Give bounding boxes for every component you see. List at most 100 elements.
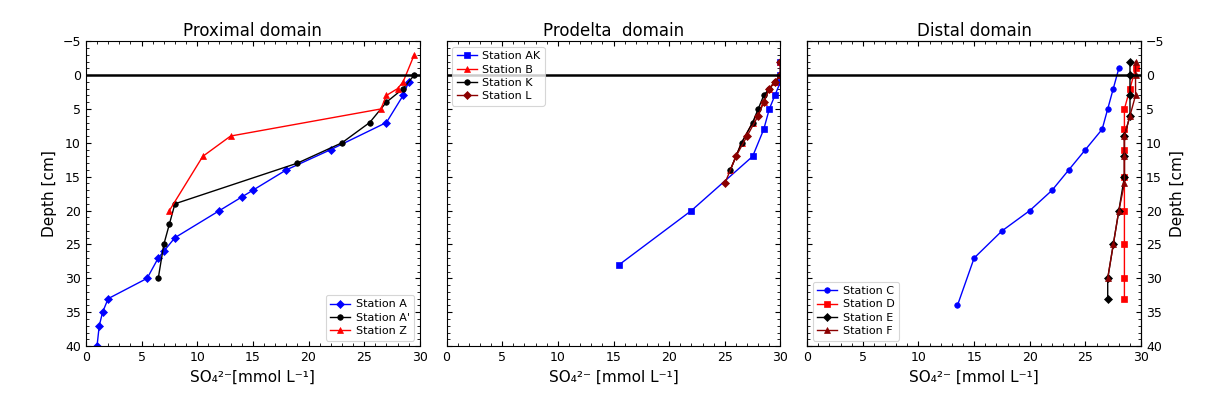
Station E: [1117, 154, 1131, 159]
Station Z: [379, 93, 394, 98]
Station B: [734, 140, 748, 145]
Station A: [96, 310, 110, 315]
Station F: [1112, 208, 1126, 213]
Station L: [729, 154, 744, 159]
Station AK: [773, 73, 788, 77]
Station B: [756, 100, 771, 105]
Station F: [1101, 276, 1115, 281]
Station D: [1117, 147, 1131, 152]
Station F: [1128, 73, 1142, 77]
Line: Station K: Station K: [728, 59, 783, 173]
Station A: [151, 255, 166, 260]
Station Z: [407, 52, 422, 57]
Station AK: [612, 262, 627, 267]
Station D: [1117, 174, 1131, 179]
Station E: [1101, 276, 1115, 281]
Line: Station A: Station A: [94, 79, 411, 349]
Station C: [1112, 66, 1126, 71]
Station AK: [685, 208, 699, 213]
Line: Station F: Station F: [1106, 59, 1139, 281]
Station A': [162, 222, 177, 227]
Line: Station L: Station L: [721, 59, 783, 186]
Station AK: [756, 127, 771, 132]
Station A': [379, 100, 394, 105]
Station A: [279, 167, 293, 172]
Station D: [1128, 66, 1142, 71]
Station C: [967, 255, 982, 260]
Station F: [1123, 113, 1137, 118]
Station C: [1106, 86, 1120, 91]
Station AK: [768, 93, 783, 98]
Station E: [1123, 59, 1137, 64]
X-axis label: SO₄²⁻ [mmol L⁻¹]: SO₄²⁻ [mmol L⁻¹]: [548, 370, 679, 384]
X-axis label: SO₄²⁻ [mmol L⁻¹]: SO₄²⁻ [mmol L⁻¹]: [909, 370, 1039, 384]
Station A': [362, 120, 377, 125]
Station A: [101, 296, 115, 301]
Station A: [140, 276, 155, 281]
X-axis label: SO₄²⁻[mmol L⁻¹]: SO₄²⁻[mmol L⁻¹]: [190, 370, 315, 384]
Station F: [1128, 93, 1142, 98]
Station A: [168, 235, 183, 240]
Station D: [1117, 208, 1131, 213]
Station K: [762, 86, 777, 91]
Station C: [1022, 208, 1037, 213]
Station A: [324, 147, 339, 152]
Station B: [773, 73, 788, 77]
Station C: [1079, 147, 1093, 152]
Station L: [773, 73, 788, 77]
Station Z: [223, 133, 238, 138]
Station AK: [773, 59, 788, 64]
Station F: [1128, 59, 1142, 64]
Station K: [768, 80, 783, 84]
Y-axis label: Depth [cm]: Depth [cm]: [1171, 150, 1185, 237]
Station K: [734, 140, 748, 145]
Station E: [1123, 73, 1137, 77]
Station Z: [195, 154, 210, 159]
Station A': [157, 242, 172, 247]
Station L: [751, 113, 766, 118]
Line: Station A': Station A': [156, 72, 417, 281]
Station L: [768, 80, 783, 84]
Line: Station B: Station B: [728, 59, 783, 173]
Station K: [745, 120, 760, 125]
Station A': [290, 161, 304, 166]
Station B: [768, 80, 783, 84]
Line: Station AK: Station AK: [616, 59, 783, 267]
Station L: [762, 86, 777, 91]
Station E: [1112, 208, 1126, 213]
Y-axis label: Depth [cm]: Depth [cm]: [42, 150, 56, 237]
Station AK: [762, 106, 777, 111]
Station K: [723, 167, 737, 172]
Station F: [1106, 242, 1120, 247]
Title: Distal domain: Distal domain: [917, 22, 1032, 40]
Station A: [396, 93, 411, 98]
Title: Prodelta  domain: Prodelta domain: [542, 22, 685, 40]
Station A': [151, 276, 166, 281]
Station Z: [396, 80, 411, 84]
Station A: [245, 188, 260, 193]
Station K: [773, 73, 788, 77]
Station A: [401, 80, 416, 84]
Legend: Station AK, Station B, Station K, Station L: Station AK, Station B, Station K, Statio…: [452, 47, 545, 105]
Station C: [1094, 127, 1109, 132]
Station D: [1117, 276, 1131, 281]
Station A': [396, 86, 411, 91]
Station F: [1117, 154, 1131, 159]
Station D: [1117, 296, 1131, 301]
Legend: Station C, Station D, Station E, Station F: Station C, Station D, Station E, Station…: [812, 282, 899, 341]
Station D: [1117, 127, 1131, 132]
Station L: [773, 59, 788, 64]
Station AK: [745, 154, 760, 159]
Station E: [1117, 174, 1131, 179]
Station F: [1117, 181, 1131, 186]
Station AK: [773, 80, 788, 84]
Line: Station D: Station D: [1121, 66, 1139, 302]
Line: Station E: Station E: [1106, 59, 1133, 302]
Station A: [157, 249, 172, 254]
Station E: [1117, 133, 1131, 138]
Station D: [1117, 106, 1131, 111]
Station C: [1101, 106, 1115, 111]
Station A': [407, 73, 422, 77]
Station Z: [390, 86, 405, 91]
Line: Station C: Station C: [955, 66, 1121, 308]
